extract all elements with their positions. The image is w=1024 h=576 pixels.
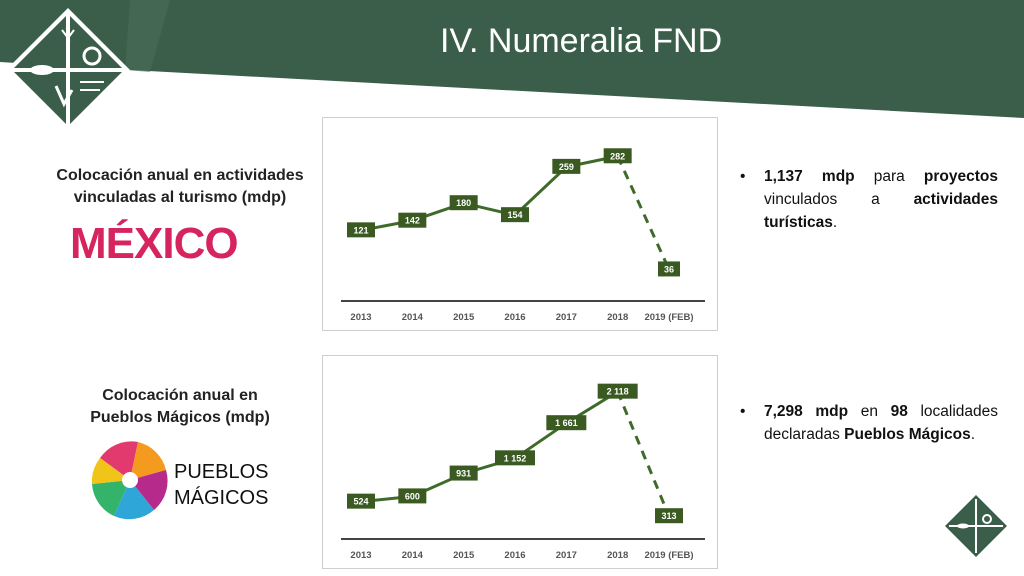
mexico-logo: MÉXICO — [70, 218, 239, 264]
data-label-box — [347, 222, 375, 238]
data-label-box — [398, 212, 427, 228]
data-label-box — [398, 488, 427, 504]
pueblos-logo-line1: PUEBLOS — [174, 461, 268, 483]
data-label: 600 — [405, 491, 420, 501]
mexico-logo-text: MÉXICO — [70, 218, 238, 264]
data-label-box — [603, 148, 632, 164]
x-tick-label: 2014 — [402, 312, 424, 323]
pueblos-logo-line2: MÁGICOS — [174, 486, 268, 509]
fnd-logo-small — [945, 495, 1007, 557]
data-label-box — [347, 493, 375, 509]
section2-label: Colocación anual en Pueblos Mágicos (mdp… — [90, 387, 270, 426]
data-label: 36 — [664, 264, 674, 274]
data-label: 931 — [456, 469, 471, 479]
section1-label: Colocación anual en actividades vinculad… — [56, 167, 304, 206]
data-label-box — [449, 465, 478, 481]
section1-bullet: • 1,137 mdp para proyectos vinculados a … — [740, 165, 998, 234]
x-tick-label: 2014 — [402, 550, 424, 561]
data-label-box — [655, 508, 683, 524]
data-label: 154 — [507, 210, 522, 220]
chart-pueblos: 524 600 931 1 152 1 661 2 118 313 2013 2014 2015 2… — [322, 355, 718, 569]
x-tick-label: 2016 — [504, 312, 525, 323]
bullet-dot: • — [740, 403, 746, 420]
data-label: 259 — [559, 162, 574, 172]
section2-bullet: • 7,298 mdp en 98 localidades declaradas… — [740, 400, 998, 446]
data-label-box — [597, 383, 638, 399]
x-tick-label: 2017 — [556, 312, 577, 323]
series-line-segment — [513, 165, 568, 217]
data-label-box — [546, 415, 587, 431]
bullet-dot: • — [740, 168, 746, 185]
pueblos-magicos-logo: PUEBLOS MÁGICOS — [92, 441, 268, 520]
data-label: 313 — [661, 511, 676, 521]
chart-pueblos-svg: 524 600 931 1 152 1 661 2 118 313 2013 2014 2015 2… — [341, 383, 705, 561]
data-label: 524 — [353, 497, 368, 507]
data-label: 1 661 — [555, 418, 578, 428]
series-line-dashed — [616, 155, 671, 271]
header-banner — [0, 0, 1024, 118]
x-tick-label: 2018 — [607, 550, 628, 561]
page-title: IV. Numeralia FND — [440, 22, 723, 60]
x-tick-label: 2015 — [453, 550, 475, 561]
bullet-bold-1: 7,298 mdp — [764, 403, 849, 420]
data-label: 2 118 — [607, 387, 629, 397]
data-label-box — [449, 195, 478, 211]
series-line-dashed — [616, 391, 671, 517]
x-tick-label: 2019 (FEB) — [644, 550, 693, 561]
chart-turismo: 121 142 180 154 259 282 36 2013 2014 2015 2016 2017… — [322, 117, 718, 331]
data-label: 1 152 — [504, 453, 527, 463]
fnd-logo — [6, 8, 130, 132]
data-label-box — [552, 158, 581, 174]
x-tick-label: 2013 — [350, 312, 371, 323]
data-label-box — [501, 207, 529, 223]
data-label: 142 — [405, 216, 420, 226]
data-label-box — [495, 450, 535, 466]
data-label: 180 — [456, 198, 471, 208]
chart-turismo-svg: 121 142 180 154 259 282 36 2013 2014 2015 2016 2017… — [341, 148, 705, 323]
x-tick-label: 2019 (FEB) — [644, 312, 693, 323]
x-tick-label: 2017 — [556, 550, 577, 561]
bullet-bold-1: 1,137 mdp — [764, 168, 855, 185]
data-label-box — [658, 261, 680, 277]
data-label: 121 — [353, 225, 368, 235]
x-tick-label: 2018 — [607, 312, 628, 323]
x-tick-label: 2016 — [504, 550, 525, 561]
x-tick-label: 2013 — [350, 550, 371, 561]
x-tick-label: 2015 — [453, 312, 475, 323]
data-label: 282 — [610, 151, 625, 161]
